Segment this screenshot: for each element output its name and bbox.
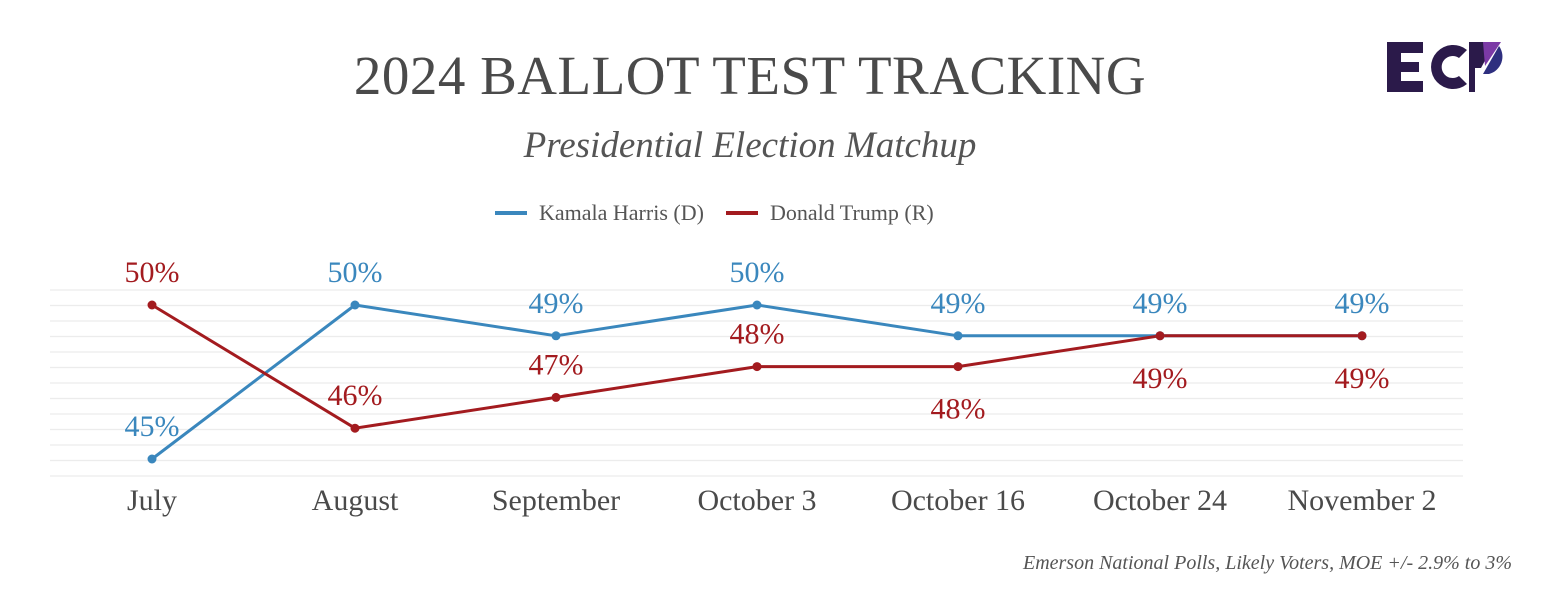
trump-data-label: 47% [529, 348, 584, 381]
legend-swatch-harris [495, 211, 527, 215]
x-tick-label: October 3 [697, 484, 816, 517]
x-tick-label: July [127, 484, 177, 517]
harris-point [551, 331, 561, 341]
trump-point [350, 423, 360, 433]
legend-item-trump[interactable]: Donald Trump (R) [725, 200, 934, 226]
harris-data-label: 49% [1335, 287, 1390, 320]
chart-subtitle: Presidential Election Matchup [523, 125, 977, 166]
x-tick-label: September [492, 484, 620, 517]
harris-data-label: 45% [125, 410, 180, 443]
harris-point [147, 454, 157, 464]
chart-title: 2024 BALLOT TEST TRACKING [353, 45, 1147, 106]
trump-point [1357, 331, 1367, 341]
data-points [147, 300, 1367, 464]
trump-point [1155, 331, 1165, 341]
x-tick-label: August [312, 484, 399, 517]
x-tick-label: November 2 [1287, 484, 1436, 517]
trump-point [752, 362, 762, 372]
trump-data-label: 50% [125, 256, 180, 289]
data-labels: 45% 50% 49% 50% 49% 49% 49% 50% 46% 47% 48% 48% 49% 4… [125, 256, 1390, 443]
trump-point [147, 300, 157, 310]
harris-data-label: 49% [529, 287, 584, 320]
source-note: Emerson National Polls, Likely Voters, M… [1022, 552, 1512, 574]
harris-point [752, 300, 762, 310]
trump-data-label: 49% [1133, 362, 1188, 395]
ecp-logo-icon [1387, 42, 1503, 92]
trump-data-label: 49% [1335, 362, 1390, 395]
legend-label-harris: Kamala Harris (D) [539, 200, 704, 225]
harris-data-label: 50% [328, 256, 383, 289]
harris-point [953, 331, 963, 341]
legend-swatch-trump [725, 211, 758, 215]
x-tick-label: October 16 [891, 484, 1025, 517]
trump-data-label: 48% [730, 318, 785, 351]
trump-data-label: 48% [931, 393, 986, 426]
chart-legend: Kamala Harris (D) Donald Trump (R) [495, 200, 956, 226]
x-tick-label: October 24 [1093, 484, 1227, 517]
harris-data-label: 49% [931, 287, 986, 320]
legend-item-harris[interactable]: Kamala Harris (D) [495, 200, 704, 226]
harris-point [350, 300, 360, 310]
harris-data-label: 50% [730, 256, 785, 289]
trump-point [953, 362, 963, 372]
x-axis-tick-labels: July August September October 3 October 16 Oc… [127, 484, 1437, 517]
trump-data-label: 46% [328, 379, 383, 412]
harris-data-label: 49% [1133, 287, 1188, 320]
legend-label-trump: Donald Trump (R) [769, 200, 934, 225]
trump-point [551, 392, 561, 402]
